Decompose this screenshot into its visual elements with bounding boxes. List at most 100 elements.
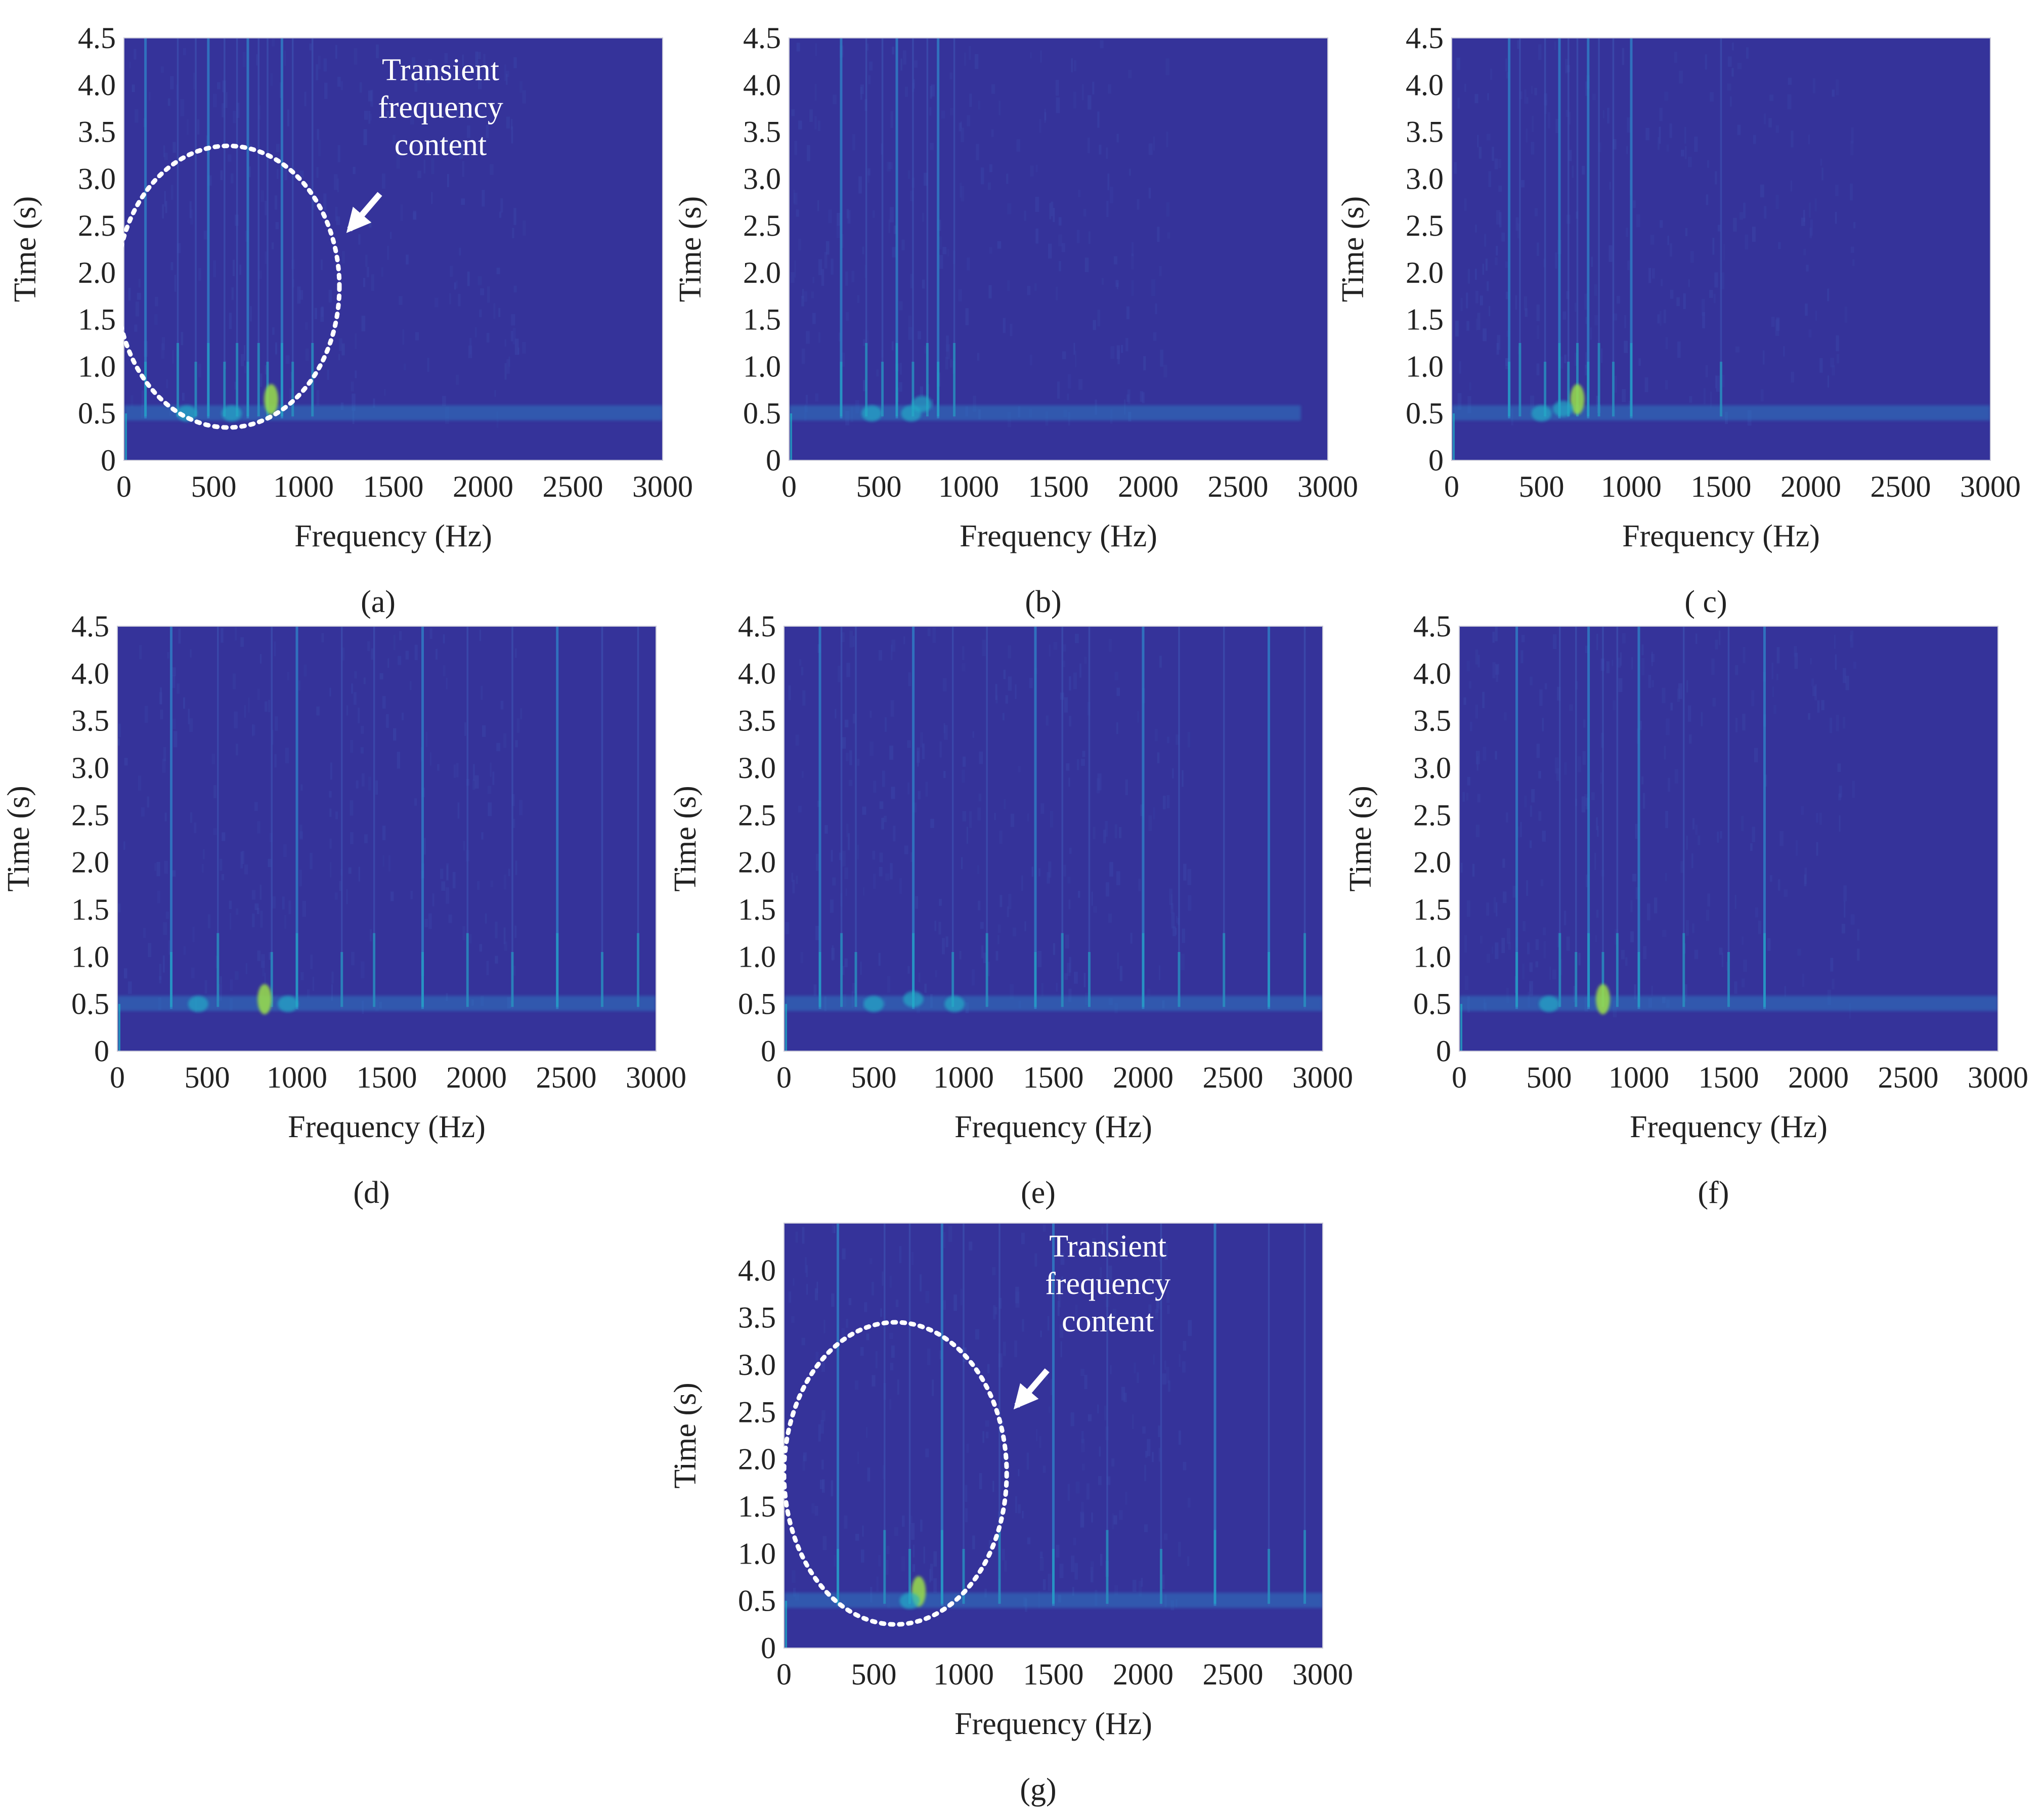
noise-speck — [154, 863, 156, 871]
noise-speck — [1116, 871, 1120, 885]
noise-speck — [1497, 335, 1501, 350]
noise-speck — [1099, 145, 1102, 155]
x-tick-label: 3000 — [626, 1061, 686, 1094]
noise-speck — [221, 628, 224, 643]
noise-speck — [1021, 1233, 1025, 1244]
y-tick-label: 2.0 — [743, 256, 781, 289]
noise-speck — [969, 1241, 973, 1250]
noise-speck — [890, 700, 894, 717]
noise-speck — [1030, 165, 1034, 177]
noise-speck — [881, 817, 884, 830]
noise-speck — [1552, 969, 1556, 980]
noise-speck — [979, 1473, 982, 1489]
noise-speck — [842, 850, 846, 867]
noise-speck — [799, 659, 802, 666]
noise-speck — [259, 884, 262, 900]
noise-speck — [271, 242, 274, 250]
noise-speck — [1141, 1578, 1143, 1587]
noise-speck — [132, 84, 135, 92]
noise-speck — [1694, 137, 1698, 152]
noise-speck — [1805, 304, 1808, 316]
hotspot — [863, 996, 884, 1012]
noise-speck — [819, 1480, 824, 1489]
noise-speck — [1791, 131, 1794, 148]
noise-speck — [1706, 194, 1709, 205]
noise-speck — [891, 1345, 895, 1358]
hotspot — [1553, 400, 1574, 417]
noise-speck — [791, 272, 795, 283]
noise-speck — [417, 170, 421, 179]
noise-speck — [1719, 947, 1723, 955]
noise-speck — [1154, 728, 1158, 742]
noise-speck — [331, 971, 334, 984]
panel-label: (e) — [1021, 1176, 1056, 1210]
noise-speck — [989, 247, 992, 254]
noise-speck — [1490, 68, 1493, 80]
noise-speck — [1804, 874, 1807, 886]
noise-speck — [129, 62, 131, 68]
noise-speck — [889, 745, 894, 760]
x-tick-label: 2000 — [1780, 470, 1841, 503]
noise-speck — [353, 692, 357, 705]
noise-speck — [1477, 313, 1481, 330]
noise-speck — [1486, 134, 1491, 141]
noise-speck — [522, 220, 526, 236]
noise-speck — [434, 297, 439, 308]
noise-speck — [1810, 219, 1813, 236]
noise-speck — [1706, 910, 1710, 921]
noise-speck — [1659, 126, 1661, 144]
noise-speck — [893, 225, 897, 234]
noise-speck — [1665, 873, 1667, 881]
noise-speck — [1061, 243, 1065, 252]
y-tick-label: 0 — [1428, 444, 1444, 477]
noise-speck — [192, 927, 195, 942]
noise-speck — [860, 961, 862, 975]
noise-speck — [1100, 40, 1104, 49]
noise-speck — [1038, 868, 1041, 877]
noise-speck — [444, 53, 448, 64]
noise-speck — [128, 981, 132, 994]
noise-speck — [1775, 319, 1779, 336]
noise-speck — [1034, 1253, 1037, 1267]
noise-speck — [1517, 223, 1520, 239]
noise-speck — [885, 873, 890, 881]
noise-speck — [1832, 978, 1835, 989]
noise-speck — [821, 269, 824, 286]
noise-speck — [305, 322, 308, 330]
noise-speck — [992, 1267, 996, 1275]
noise-speck — [965, 1485, 968, 1502]
noise-speck — [329, 808, 332, 817]
noise-speck — [806, 331, 810, 344]
noise-speck — [1566, 936, 1570, 951]
noise-speck — [852, 982, 856, 993]
noise-speck — [1532, 116, 1534, 132]
noise-texture — [127, 39, 526, 428]
noise-speck — [174, 275, 177, 292]
noise-speck — [980, 922, 984, 929]
noise-speck — [1069, 847, 1072, 854]
noise-speck — [1068, 988, 1072, 1002]
noise-speck — [262, 961, 265, 976]
noise-speck — [1809, 202, 1811, 218]
noise-speck — [1165, 58, 1169, 75]
noise-speck — [254, 903, 259, 911]
noise-speck — [1480, 295, 1483, 306]
noise-speck — [495, 956, 498, 964]
noise-speck — [920, 1519, 923, 1532]
noise-speck — [1039, 50, 1042, 63]
plot-frame — [789, 37, 1328, 461]
noise-speck — [350, 832, 354, 844]
noise-speck — [1162, 1373, 1166, 1385]
noise-speck — [156, 861, 160, 877]
noise-speck — [935, 970, 937, 978]
noise-speck — [999, 895, 1003, 907]
noise-speck — [795, 1231, 798, 1243]
noise-speck — [1797, 948, 1801, 956]
noise-speck — [1651, 985, 1653, 996]
noise-speck — [854, 1380, 859, 1390]
noise-speck — [1483, 747, 1487, 761]
noise-speck — [1178, 1542, 1181, 1557]
noise-speck — [275, 344, 277, 356]
y-axis-label: Time (s) — [1343, 786, 1378, 892]
